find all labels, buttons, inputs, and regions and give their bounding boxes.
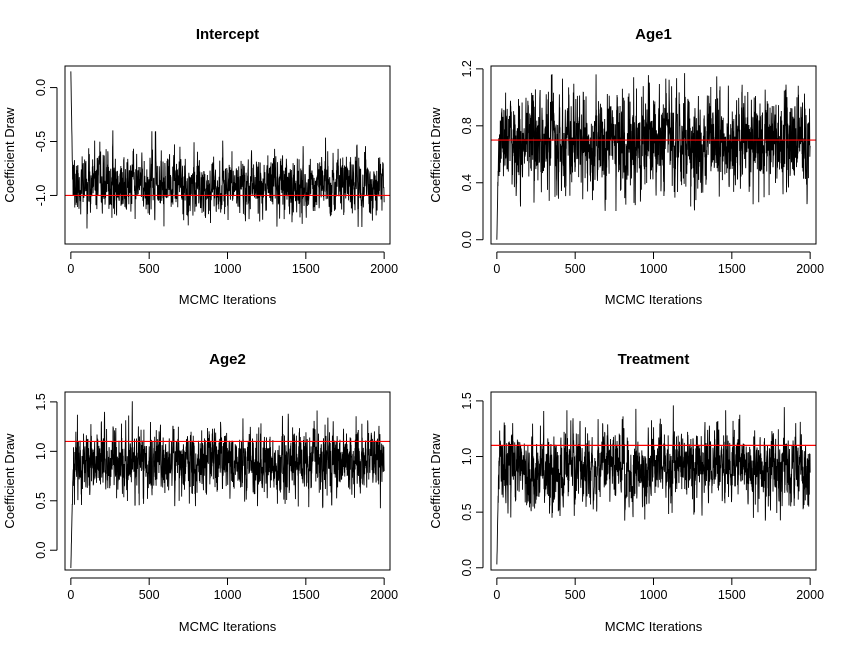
x-tick-label: 2000 (370, 588, 398, 602)
x-axis-label: MCMC Iterations (179, 619, 277, 634)
x-tick-label: 500 (139, 262, 160, 276)
y-axis-label: Coefficient Draw (428, 107, 443, 203)
x-tick-label: 2000 (796, 262, 824, 276)
trace-line (70, 401, 385, 569)
y-tick-label: -0.5 (34, 131, 48, 153)
y-tick-label: 1.0 (460, 448, 474, 465)
plot-frame (490, 391, 817, 571)
panel-intercept: Intercept MCMC Iterations Coefficient Draw… (2, 26, 398, 307)
panel-title: Treatment (618, 351, 690, 368)
trace-line (70, 71, 385, 229)
y-tick-label: 0.8 (460, 117, 474, 134)
y-tick-label: 0.5 (460, 503, 474, 520)
x-tick-label: 2000 (370, 262, 398, 276)
panel-age1: Age1 MCMC Iterations Coefficient Draw 0 500 1… (428, 26, 824, 307)
panel-age2: Age2 MCMC Iterations Coefficient Draw 0 500 1… (2, 351, 398, 634)
x-tick-label: 1500 (718, 588, 746, 602)
x-tick-label: 0 (67, 588, 74, 602)
y-tick-label: 0.0 (460, 559, 474, 576)
panel-title: Age2 (209, 351, 246, 368)
x-axis-label: MCMC Iterations (179, 292, 277, 307)
y-tick-label: 0.0 (460, 231, 474, 248)
y-tick-label: -1.0 (34, 185, 48, 207)
x-tick-label: 1500 (292, 588, 320, 602)
x-tick-label: 1000 (640, 262, 668, 276)
x-tick-label: 0 (493, 588, 500, 602)
x-tick-label: 1000 (640, 588, 668, 602)
trace-line (496, 73, 811, 240)
x-axis-label: MCMC Iterations (605, 292, 703, 307)
y-axis-label: Coefficient Draw (2, 433, 17, 529)
plot-frame (490, 65, 817, 245)
plot-frame (64, 65, 391, 245)
x-tick-label: 0 (67, 262, 74, 276)
panel-title: Intercept (196, 26, 259, 43)
x-tick-label: 1500 (292, 262, 320, 276)
y-axis-label: Coefficient Draw (2, 107, 17, 203)
x-tick-label: 1500 (718, 262, 746, 276)
trace-line (496, 405, 811, 565)
y-tick-label: 1.5 (460, 392, 474, 409)
y-tick-label: 0.0 (34, 541, 48, 558)
y-tick-label: 0.0 (34, 79, 48, 96)
y-tick-label: 1.2 (460, 60, 474, 77)
x-tick-label: 500 (565, 588, 586, 602)
x-tick-label: 1000 (214, 262, 242, 276)
x-axis-label: MCMC Iterations (605, 619, 703, 634)
panel-treatment: Treatment MCMC Iterations Coefficient Draw… (428, 351, 824, 634)
x-tick-label: 500 (139, 588, 160, 602)
y-tick-label: 0.5 (34, 492, 48, 509)
plot-frame (64, 391, 391, 571)
x-tick-label: 0 (493, 262, 500, 276)
y-tick-label: 1.0 (34, 443, 48, 460)
panel-title: Age1 (635, 26, 672, 43)
x-tick-label: 2000 (796, 588, 824, 602)
x-tick-label: 1000 (214, 588, 242, 602)
y-tick-label: 1.5 (34, 393, 48, 410)
y-axis-label: Coefficient Draw (428, 433, 443, 529)
y-tick-label: 0.4 (460, 174, 474, 191)
x-tick-label: 500 (565, 262, 586, 276)
